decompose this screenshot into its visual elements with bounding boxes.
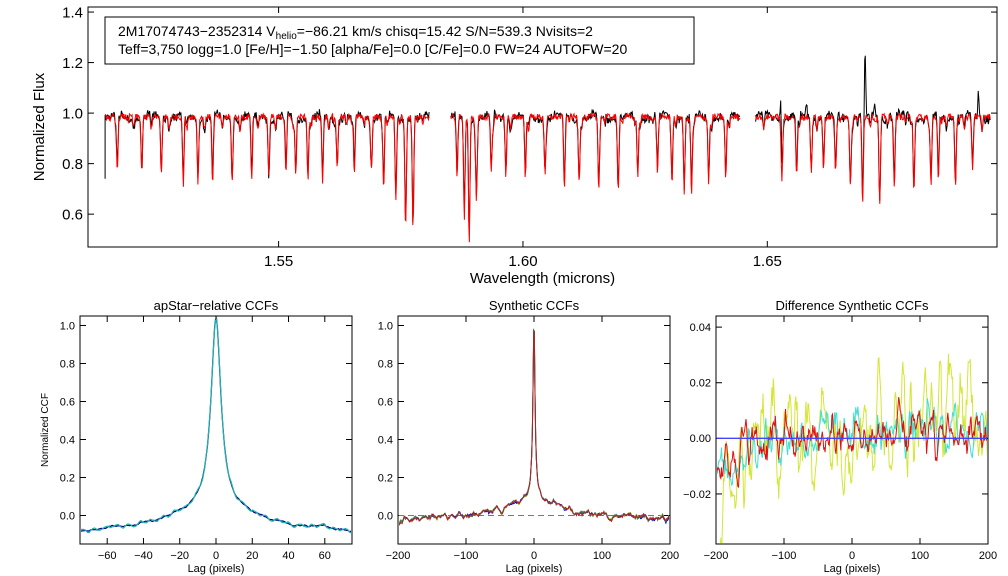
apstar-ccf-ytick-label: 1.0	[60, 320, 75, 332]
apstar-ccf-ytick-label: 0.0	[60, 510, 75, 522]
spectrum-annotation-line2: Teff=3,750 logg=1.0 [Fe/H]=−1.50 [alpha/…	[118, 41, 627, 57]
difference-ccf-ytick-label: 0.02	[690, 378, 711, 390]
synthetic-ccf-xtick-label: 0	[531, 550, 537, 562]
apstar-ccf-xtick-label: 20	[246, 550, 258, 562]
difference-ccf-ytick-label: 0.04	[690, 322, 711, 334]
spectrum-model-line	[450, 112, 741, 243]
synthetic-ccf-ytick-label: 0.8	[378, 358, 393, 370]
apstar-ccf-series	[81, 317, 351, 533]
apstar-ccf-title: apStar−relative CCFs	[154, 298, 279, 313]
apstar-ccf-ytick-label: 0.2	[60, 472, 75, 484]
apstar-ccf-xlabel: Lag (pixels)	[188, 563, 245, 575]
synthetic-ccf-series	[399, 328, 669, 525]
difference-ccf-xtick-label: 100	[911, 550, 929, 562]
apstar-ccf-ytick-label: 0.8	[60, 358, 75, 370]
spectrum-model-line	[104, 112, 430, 226]
apstar-ccf-ytick-label: 0.4	[60, 434, 75, 446]
difference-ccf-xtick-label: 0	[849, 550, 855, 562]
apstar-ccf-xtick-label: −40	[134, 550, 153, 562]
synthetic-ccf-series	[399, 328, 669, 524]
difference-ccf-series	[717, 353, 987, 543]
synthetic-ccf-title: Synthetic CCFs	[489, 298, 580, 313]
apstar-ccf-xtick-label: −60	[98, 550, 117, 562]
synthetic-ccf-xlabel: Lag (pixels)	[506, 563, 563, 575]
spectrum-ytick-label: 0.6	[62, 206, 83, 223]
spectrum-ylabel: Normalized Flux	[31, 72, 48, 181]
difference-ccf-xtick-label: 200	[979, 550, 997, 562]
spectrum-model-line	[755, 112, 991, 204]
synthetic-ccf-ytick-label: 0.4	[378, 434, 393, 446]
synthetic-ccf-series	[399, 330, 669, 526]
spectrum-annotation-line1: 2M17074743−2352314 Vhelio=−86.21 km/s ch…	[118, 23, 593, 42]
difference-ccf-title: Difference Synthetic CCFs	[776, 298, 929, 313]
apstar-ccf-xtick-label: 0	[213, 550, 219, 562]
synthetic-ccf-frame	[397, 315, 671, 545]
spectrum-ytick-label: 1.4	[62, 4, 83, 21]
synthetic-ccf-ytick-label: 1.0	[378, 320, 393, 332]
annotation-stats: =−86.21 km/s chisq=15.42 S/N=539.3 Nvisi…	[297, 23, 593, 39]
difference-ccf-ytick-label: −0.02	[683, 489, 711, 501]
apstar-ccf-xtick-label: 60	[319, 550, 331, 562]
apstar-ccf-series	[81, 317, 351, 534]
apstar-ccf-xtick-label: 40	[282, 550, 294, 562]
synthetic-ccf-ytick-label: 0.2	[378, 472, 393, 484]
synthetic-ccf-xtick-label: −100	[454, 550, 479, 562]
spectrum-annotation-box	[104, 16, 695, 65]
spectrum-xtick-label: 1.60	[508, 253, 537, 270]
synthetic-ccf-panel: −200 −100 0 100 200 0.0 0.2 0.4 0.6 0.8 1.0 Lag (pi…	[378, 298, 679, 575]
spectrum-xtick-label: 1.55	[264, 253, 293, 270]
synthetic-ccf-series	[399, 327, 669, 525]
synthetic-ccf-ytick-label: 0.6	[378, 396, 393, 408]
difference-ccf-xtick-label: −200	[704, 550, 729, 562]
synthetic-ccf-ytick-label: 0.0	[378, 510, 393, 522]
difference-ccf-xlabel: Lag (pixels)	[824, 563, 881, 575]
apstar-ccf-frame	[79, 315, 353, 545]
annotation-star-id: 2M17074743−2352314 V	[118, 23, 276, 39]
apstar-ccf-ytick-label: 0.6	[60, 396, 75, 408]
difference-ccf-xtick-label: −100	[772, 550, 797, 562]
spectrum-panel: 1.55 1.60 1.65 0.6 0.8 1.0 1.2 1.4 Wavelength (m…	[31, 4, 998, 287]
spectrum-xlabel: Wavelength (microns)	[470, 270, 615, 287]
difference-ccf-series	[717, 397, 987, 489]
difference-ccf-panel: −200 −100 0 100 200 −0.02 0.00 0.02 0.04 Lag (pix…	[683, 298, 997, 575]
annotation-vhelio-subscript: helio	[276, 31, 298, 42]
spectrum-ytick-label: 1.2	[62, 55, 83, 72]
apstar-ccf-xtick-label: −20	[170, 550, 189, 562]
synthetic-ccf-xtick-label: 100	[593, 550, 611, 562]
spectrum-frame	[87, 6, 998, 248]
apstar-ccf-panel: −60 −40 −20 0 20 40 60 0.0 0.2 0.4 0.6 0.8 1.0 Lag (p…	[40, 298, 353, 575]
synthetic-ccf-xtick-label: −200	[386, 550, 411, 562]
spectrum-ytick-label: 1.0	[62, 105, 83, 122]
spectrum-xtick-label: 1.65	[753, 253, 782, 270]
spectrum-ytick-label: 0.8	[62, 156, 83, 173]
synthetic-ccf-xtick-label: 200	[661, 550, 679, 562]
apstar-ccf-ylabel: Normalized CCF	[40, 393, 51, 467]
difference-ccf-ytick-label: 0.00	[690, 433, 711, 445]
